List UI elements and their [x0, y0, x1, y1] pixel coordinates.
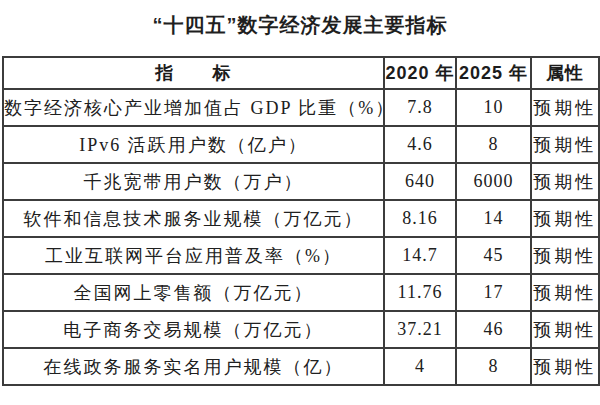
header-row: 指 标 2020 年 2025 年 属性 — [3, 57, 599, 89]
value-2020-cell: 7.8 — [384, 89, 456, 126]
page-title: “十四五”数字经济发展主要指标 — [0, 0, 600, 38]
document-page: “十四五”数字经济发展主要指标 指 标 2020 年 2025 年 属性 数字经… — [0, 0, 600, 405]
indicators-table: 指 标 2020 年 2025 年 属性 数字经济核心产业增加值占 GDP 比重… — [2, 56, 600, 386]
attribute-cell: 预期性 — [531, 126, 599, 163]
attribute-cell: 预期性 — [531, 163, 599, 200]
table-row: IPv6 活跃用户数（亿户） 4.6 8 预期性 — [3, 126, 599, 163]
header-2020: 2020 年 — [384, 57, 456, 89]
value-2020-cell: 11.76 — [384, 274, 456, 311]
attribute-cell: 预期性 — [531, 311, 599, 348]
value-2020-cell: 14.7 — [384, 237, 456, 274]
indicator-cell: 软件和信息技术服务业规模（万亿元） — [3, 200, 384, 237]
value-2025-cell: 6000 — [456, 163, 531, 200]
value-2025-cell: 14 — [456, 200, 531, 237]
attribute-cell: 预期性 — [531, 89, 599, 126]
value-2025-cell: 17 — [456, 274, 531, 311]
indicator-cell: 全国网上零售额（万亿元） — [3, 274, 384, 311]
value-2020-cell: 640 — [384, 163, 456, 200]
attribute-cell: 预期性 — [531, 200, 599, 237]
table-row: 全国网上零售额（万亿元） 11.76 17 预期性 — [3, 274, 599, 311]
table-row: 工业互联网平台应用普及率（%） 14.7 45 预期性 — [3, 237, 599, 274]
table-row: 在线政务服务实名用户规模（亿） 4 8 预期性 — [3, 348, 599, 385]
table-row: 数字经济核心产业增加值占 GDP 比重（%） 7.8 10 预期性 — [3, 89, 599, 126]
table-row: 电子商务交易规模（万亿元） 37.21 46 预期性 — [3, 311, 599, 348]
attribute-cell: 预期性 — [531, 237, 599, 274]
value-2020-cell: 37.21 — [384, 311, 456, 348]
value-2025-cell: 10 — [456, 89, 531, 126]
value-2025-cell: 45 — [456, 237, 531, 274]
indicator-cell: 在线政务服务实名用户规模（亿） — [3, 348, 384, 385]
value-2025-cell: 8 — [456, 126, 531, 163]
indicator-cell: 数字经济核心产业增加值占 GDP 比重（%） — [3, 89, 384, 126]
value-2025-cell: 8 — [456, 348, 531, 385]
attribute-cell: 预期性 — [531, 274, 599, 311]
value-2020-cell: 4.6 — [384, 126, 456, 163]
header-indicator: 指 标 — [3, 57, 384, 89]
indicator-cell: 工业互联网平台应用普及率（%） — [3, 237, 384, 274]
indicator-cell: 千兆宽带用户数（万户） — [3, 163, 384, 200]
indicator-cell: IPv6 活跃用户数（亿户） — [3, 126, 384, 163]
table-row: 软件和信息技术服务业规模（万亿元） 8.16 14 预期性 — [3, 200, 599, 237]
value-2020-cell: 4 — [384, 348, 456, 385]
header-attribute: 属性 — [531, 57, 599, 89]
table-row: 千兆宽带用户数（万户） 640 6000 预期性 — [3, 163, 599, 200]
header-2025: 2025 年 — [456, 57, 531, 89]
value-2025-cell: 46 — [456, 311, 531, 348]
attribute-cell: 预期性 — [531, 348, 599, 385]
indicator-cell: 电子商务交易规模（万亿元） — [3, 311, 384, 348]
value-2020-cell: 8.16 — [384, 200, 456, 237]
